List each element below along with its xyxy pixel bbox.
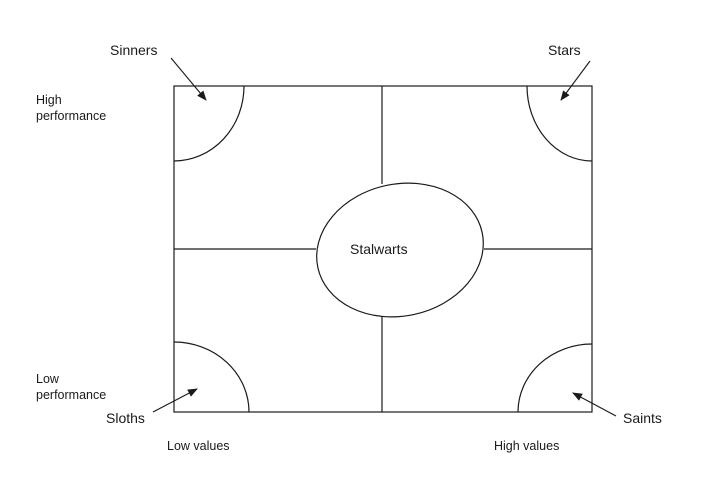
sinners-arc [173, 85, 245, 162]
saints-label: Saints [623, 410, 662, 426]
stalwarts-ellipse [316, 182, 484, 318]
sloths-arc [173, 341, 250, 413]
high-performance-label: High performance [36, 92, 106, 124]
high-performance-line1: High [36, 93, 62, 107]
low-performance-line1: Low [36, 372, 59, 386]
low-values-label: Low values [167, 439, 230, 453]
stalwarts-label: Stalwarts [350, 241, 408, 257]
low-performance-label: Low performance [36, 371, 106, 403]
sinners-arrow [170, 57, 207, 101]
stars-arrow [560, 60, 591, 101]
high-values-label: High values [494, 439, 560, 453]
high-performance-line2: performance [36, 109, 107, 123]
saints-arrow [572, 392, 617, 417]
saints-arc [517, 343, 593, 413]
stars-label: Stars [548, 42, 581, 58]
sloths-arrow [152, 388, 198, 413]
sloths-label: Sloths [106, 410, 145, 426]
sinners-label: Sinners [110, 42, 158, 58]
stars-arc [526, 85, 593, 162]
low-performance-line2: performance [36, 388, 107, 402]
